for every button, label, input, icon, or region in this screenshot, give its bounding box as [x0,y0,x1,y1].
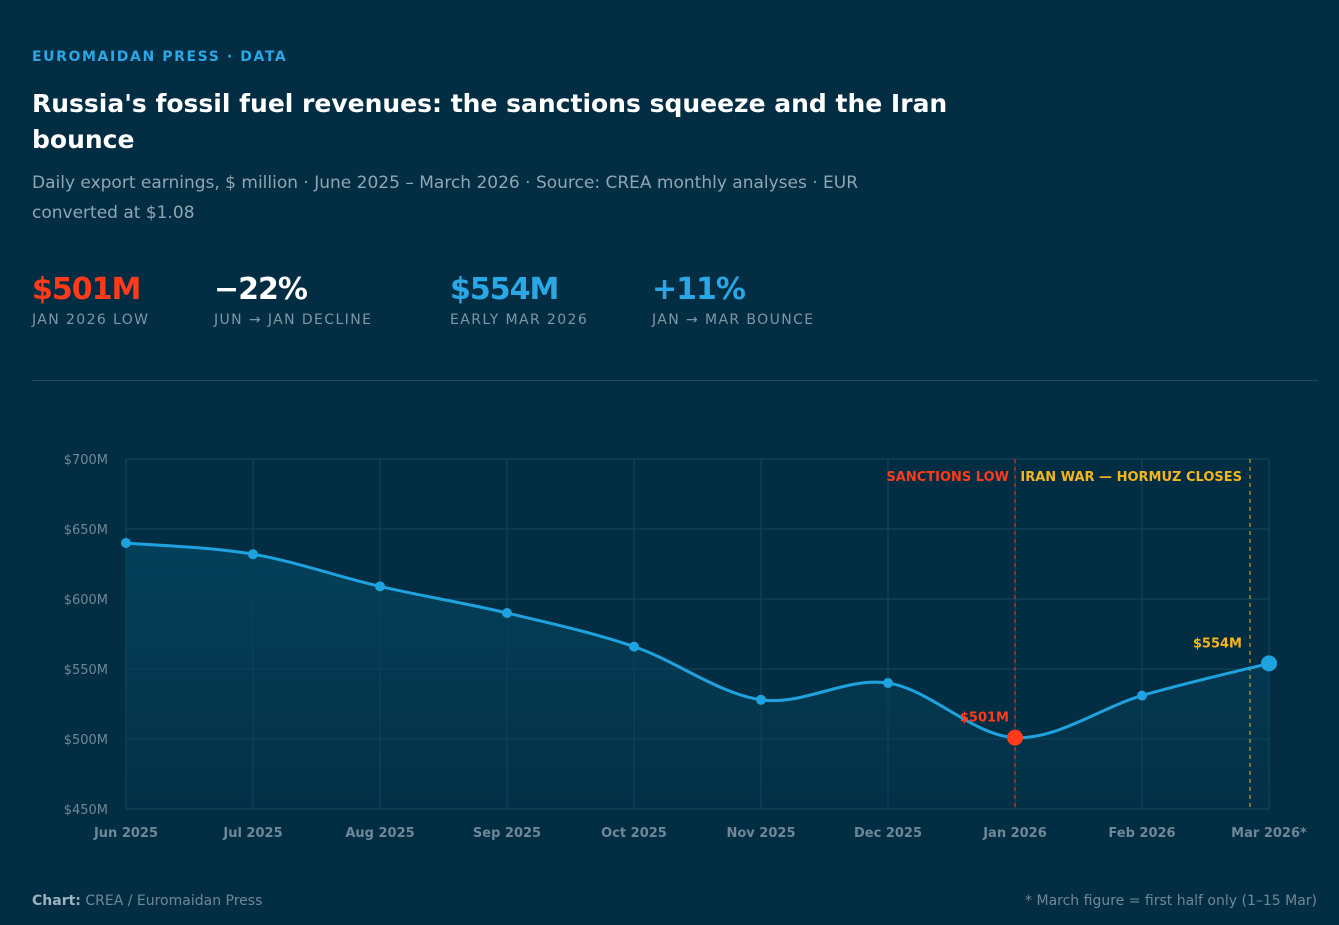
x-tick-label: Nov 2025 [727,826,796,841]
x-tick-label: Feb 2026 [1108,826,1175,841]
x-tick-label: Dec 2025 [854,826,922,841]
credit-prefix: Chart: [32,893,81,909]
credit-text: CREA / Euromaidan Press [85,893,263,909]
annotation-label: SANCTIONS LOW [886,470,1009,485]
x-tick-label: Sep 2025 [473,826,541,841]
stat-decline: −22% JUN → JAN DECLINE [214,270,372,328]
data-point [1007,729,1023,746]
stat-value: −22% [214,272,308,307]
x-tick-label: Oct 2025 [601,826,667,841]
y-tick-label: $500M [64,733,108,748]
area-fill [126,543,1269,809]
data-point [629,641,639,652]
x-tick-label: Aug 2025 [345,826,414,841]
stat-value: $501M [32,272,141,307]
stat-jan-low: $501M JAN 2026 LOW [32,270,149,328]
stat-value: +11% [652,272,746,307]
x-tick-label: Mar 2026* [1231,826,1307,841]
annotation-label: IRAN WAR — HORMUZ CLOSES [1020,470,1242,485]
data-point [121,538,131,548]
data-point [502,608,512,618]
point-label: $501M [960,711,1009,726]
data-point [756,694,766,705]
data-point [883,678,893,688]
eyebrow: EUROMAIDAN PRESS · DATA [32,49,288,65]
x-tick-label: Jan 2026 [982,826,1047,841]
y-tick-label: $700M [64,453,108,468]
stat-early-mar: $554M EARLY MAR 2026 [450,270,588,328]
stat-label: JUN → JAN DECLINE [214,312,373,328]
x-tick-label: Jun 2025 [93,826,158,841]
data-point [1137,690,1147,701]
y-tick-label: $600M [64,593,108,608]
data-point [1261,655,1277,672]
divider [32,380,1318,381]
y-tick-label: $550M [64,663,108,678]
footnote: * March figure = first half only (1–15 M… [1025,893,1317,909]
y-tick-label: $650M [64,523,108,538]
stat-bounce: +11% JAN → MAR BOUNCE [652,270,815,328]
data-point [375,581,385,592]
point-label: $554M [1193,636,1242,651]
page-title: Russia's fossil fuel revenues: the sanct… [32,89,948,154]
x-tick-label: Jul 2025 [222,826,282,841]
stat-value: $554M [450,272,559,307]
series-line [125,541,1270,740]
data-point [248,549,258,560]
subtitle: Daily export earnings, $ million · June … [32,173,859,223]
chart-credit: Chart: CREA / Euromaidan Press [32,893,262,909]
stat-label: JAN 2026 LOW [32,312,150,328]
y-tick-label: $450M [64,803,108,818]
stat-label: EARLY MAR 2026 [450,312,589,328]
stat-label: JAN → MAR BOUNCE [652,312,815,328]
